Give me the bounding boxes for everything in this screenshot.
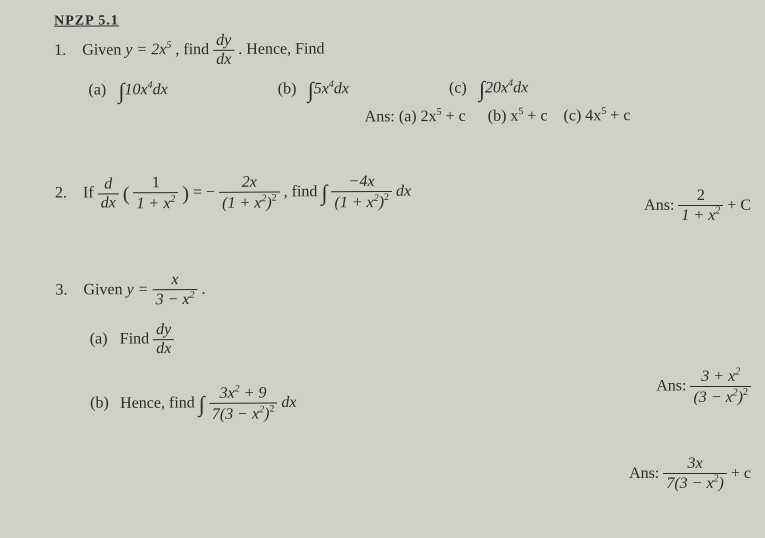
q2-mid: , find (284, 183, 322, 200)
q1-text2: , find (175, 41, 213, 58)
q1-answers: Ans: (a) 2x5 + c (b) x5 + c (c) 4x5 + c (365, 105, 748, 126)
q3-number: 3. (55, 281, 67, 298)
q2-int-frac: −4x (1 + x2)2 (331, 174, 392, 211)
q1-dy-dx: dy dx (213, 33, 234, 68)
q1-part-b: (b) ∫5x4dx (278, 77, 349, 103)
q2-ddx: d dx (98, 176, 119, 211)
q3-part-b: (b) Hence, find ∫ 3x2 + 9 7(3 − x2)2 dx (90, 382, 749, 423)
q3-frac: x 3 − x2 (152, 272, 197, 309)
q2-eq: = − (193, 184, 215, 201)
q1-part-a: (a) ∫10x4dx (88, 78, 167, 104)
q1-stem: 1. Given y = 2x5 , find dy dx . Hence, F… (54, 30, 747, 69)
q1-parts-row: (a) ∫10x4dx (b) ∫5x4dx (c) ∫20x4dx (88, 75, 747, 104)
q1-text: Given (82, 42, 125, 59)
q3a-answer: Ans: 3 + x2 (3 − x2)2 (656, 368, 751, 406)
q3-stem: 3. Given y = x 3 − x2 . (55, 269, 748, 309)
q1-exp: 5 (166, 40, 171, 51)
q3-yeq: y = (127, 281, 153, 298)
q3-text: Given (83, 281, 126, 298)
q2-int: ∫ (321, 180, 327, 205)
q1-eq: y = 2x (125, 41, 166, 58)
q3b-answer: Ans: 3x 7(3 − x2) + c (629, 456, 751, 492)
q2-number: 2. (55, 185, 67, 202)
q3-part-a: (a) Find dy dx (90, 319, 749, 357)
q1-part-c: (c) ∫20x4dx (449, 76, 528, 102)
q1-text3: . Hence, Find (238, 40, 324, 57)
q2-text: If (83, 185, 98, 202)
q2-lhs-frac: 1 1 + x2 (133, 175, 178, 212)
q2-rhs-frac: 2x (1 + x2)2 (219, 175, 280, 212)
q3-post: . (201, 280, 205, 297)
q2-answer: Ans: 2 1 + x2 + C (644, 188, 751, 224)
worksheet-header: NPZP 5.1 (54, 8, 747, 30)
q2-dx: dx (396, 183, 411, 200)
q1-number: 1. (54, 42, 66, 59)
